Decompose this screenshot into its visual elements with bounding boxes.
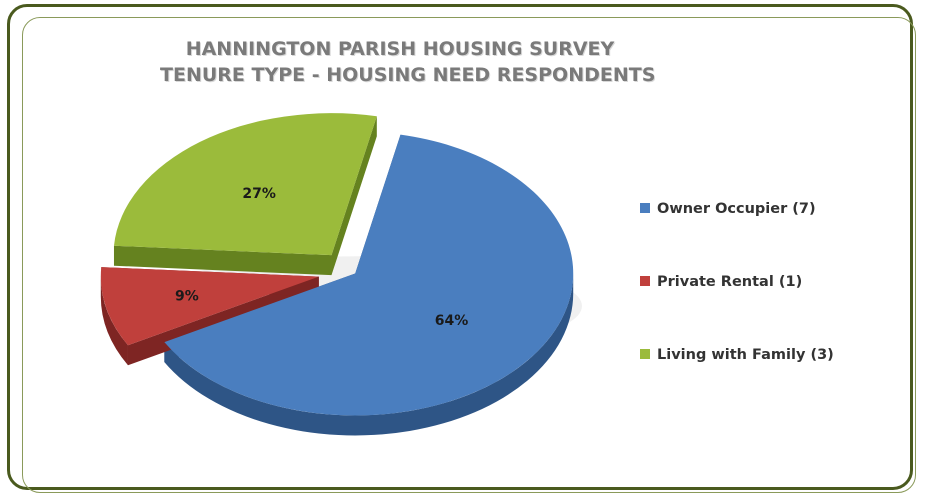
chart-title: HANNINGTON PARISH HOUSING SURVEY xyxy=(185,38,615,60)
legend-item-private-rental: Private Rental (1) xyxy=(640,273,802,291)
legend-label: Living with Family (3) xyxy=(657,347,834,363)
legend-label: Private Rental (1) xyxy=(657,274,803,290)
legend-swatch xyxy=(640,203,650,213)
pie-slice-side-owner-occupier xyxy=(164,273,574,436)
pie-slice-living-with-family xyxy=(113,113,377,256)
data-label-private-rental: 9% xyxy=(175,289,199,305)
pie-slice-private-rental xyxy=(100,267,319,346)
pie-slice-cut-living-with-family xyxy=(331,116,377,276)
legend-item-living-with-family: Living with Family (3) xyxy=(640,346,834,364)
legend-label: Owner Occupier (7) xyxy=(657,201,816,217)
pie-slice-cut-living-with-family xyxy=(113,245,332,276)
data-label-living-with-family: 27% xyxy=(242,186,276,202)
legend-swatch xyxy=(640,349,650,359)
pie-slice-owner-occupier xyxy=(164,134,574,416)
legend-item-owner-occupier: Owner Occupier (7) xyxy=(640,200,816,218)
chart-subtitle: TENURE TYPE - HOUSING NEED RESPONDENTS xyxy=(160,64,656,86)
pie-slice-side-private-rental xyxy=(100,276,128,366)
chart-title-block: HANNINGTON PARISH HOUSING SURVEY TENURE … xyxy=(160,36,656,88)
chart-inner-border xyxy=(22,17,916,493)
legend-swatch xyxy=(640,276,650,286)
data-label-owner-occupier: 64% xyxy=(435,313,469,329)
